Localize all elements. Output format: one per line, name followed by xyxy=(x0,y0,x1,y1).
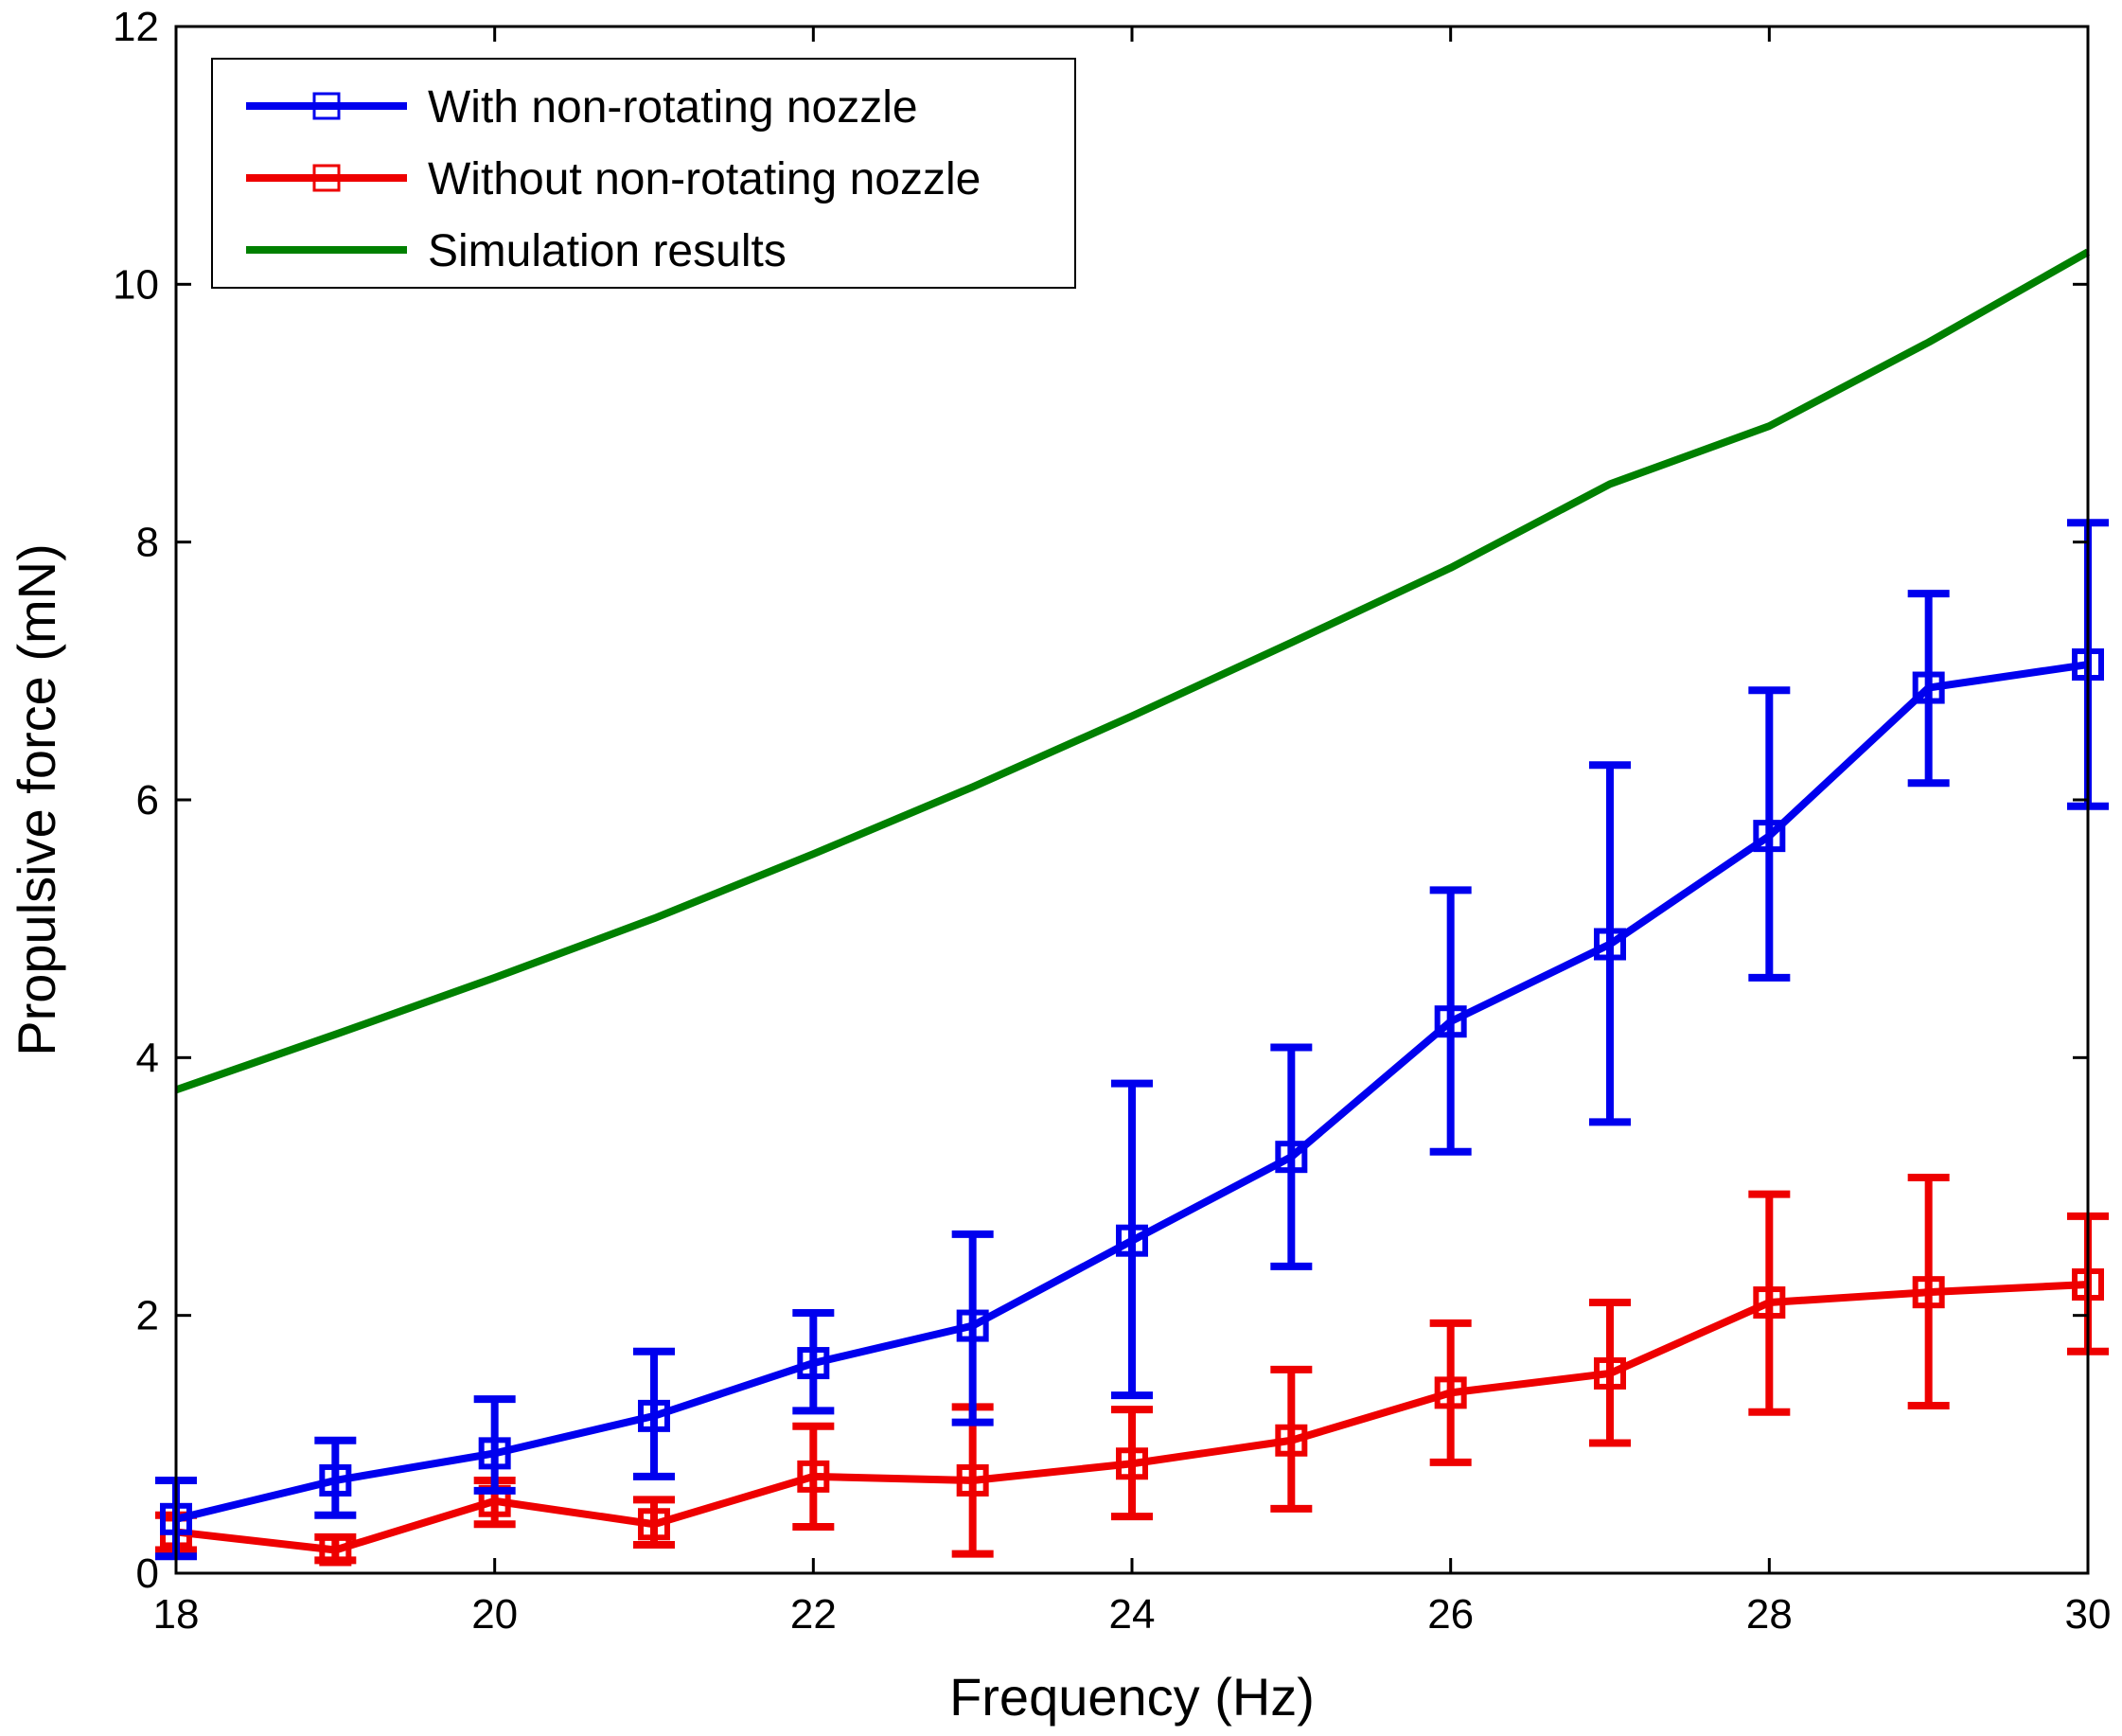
data-point-marker xyxy=(1912,671,1945,704)
series-0 xyxy=(155,519,2109,1561)
error-bar xyxy=(1748,1190,1791,1416)
error-bar xyxy=(473,1395,516,1495)
error-bar xyxy=(1748,686,1791,982)
data-point-marker xyxy=(1912,1276,1945,1309)
data-point-marker xyxy=(1434,1376,1467,1409)
data-point-marker xyxy=(1275,1141,1308,1174)
error-bar xyxy=(1907,590,1950,788)
data-point-marker xyxy=(1594,928,1626,961)
data-point-marker xyxy=(1594,1356,1626,1390)
legend-label-without-nozzle: Without non-rotating nozzle xyxy=(428,154,981,204)
data-point-marker xyxy=(956,1463,989,1497)
error-bar xyxy=(1270,1043,1313,1270)
series-layer xyxy=(155,248,2109,1567)
legend-marker-with-nozzle xyxy=(312,92,341,120)
legend-label-with-nozzle: With non-rotating nozzle xyxy=(428,82,918,133)
data-point-marker xyxy=(319,1463,352,1497)
data-point-marker xyxy=(1116,1447,1148,1480)
series-2 xyxy=(174,248,2090,1094)
y-tick-label: 2 xyxy=(136,1293,159,1339)
x-tick-label: 20 xyxy=(471,1591,518,1638)
y-tick-label: 6 xyxy=(136,777,159,824)
y-tick-label: 12 xyxy=(113,4,159,50)
error-bar xyxy=(792,1308,835,1415)
data-point-marker xyxy=(797,1460,830,1493)
x-tick-label: 30 xyxy=(2065,1591,2112,1638)
y-axis-label: Propulsive force (mN) xyxy=(7,543,66,1055)
error-bar xyxy=(1111,1406,1153,1521)
x-tick-label: 18 xyxy=(153,1591,200,1638)
x-tick-label: 28 xyxy=(1746,1591,1793,1638)
error-bar xyxy=(1589,1299,1631,1447)
error-bar xyxy=(951,1230,994,1426)
data-point-marker xyxy=(1275,1424,1308,1457)
y-tick-label: 0 xyxy=(136,1550,159,1597)
data-point-marker xyxy=(638,1399,670,1432)
y-tick-label: 10 xyxy=(113,261,159,308)
error-bar xyxy=(1907,1173,1950,1409)
error-bar xyxy=(792,1422,835,1531)
error-bar xyxy=(633,1347,675,1480)
x-tick-label: 26 xyxy=(1427,1591,1474,1638)
error-bar xyxy=(1429,886,1472,1156)
error-bar xyxy=(314,1436,357,1519)
data-point-marker xyxy=(1753,820,1786,853)
data-point-marker xyxy=(1116,1224,1148,1257)
error-bar xyxy=(1429,1319,1472,1466)
error-bar xyxy=(1270,1365,1313,1513)
error-bar xyxy=(1111,1079,1153,1400)
legend-label-simulation: Simulation results xyxy=(428,226,787,276)
data-point-marker xyxy=(638,1508,670,1541)
series-line xyxy=(174,248,2090,1094)
data-point-marker xyxy=(956,1309,989,1342)
legend: With non-rotating nozzle Without non-rot… xyxy=(211,58,1076,289)
data-point-marker xyxy=(478,1437,511,1470)
legend-marker-without-nozzle xyxy=(312,164,341,192)
x-tick-label: 22 xyxy=(790,1591,837,1638)
data-point-marker xyxy=(319,1533,352,1567)
error-bar xyxy=(1589,761,1631,1126)
x-tick-label: 24 xyxy=(1109,1591,1156,1638)
y-tick-label: 4 xyxy=(136,1035,159,1081)
data-point-marker xyxy=(797,1347,830,1380)
x-axis-label: Frequency (Hz) xyxy=(949,1667,1315,1727)
data-point-marker xyxy=(1753,1286,1786,1320)
y-tick-label: 8 xyxy=(136,520,159,566)
data-point-marker xyxy=(1434,1005,1467,1038)
